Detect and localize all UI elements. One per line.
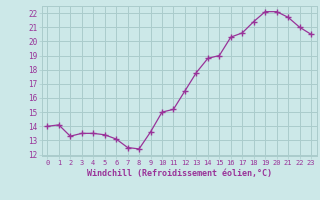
X-axis label: Windchill (Refroidissement éolien,°C): Windchill (Refroidissement éolien,°C) [87,169,272,178]
